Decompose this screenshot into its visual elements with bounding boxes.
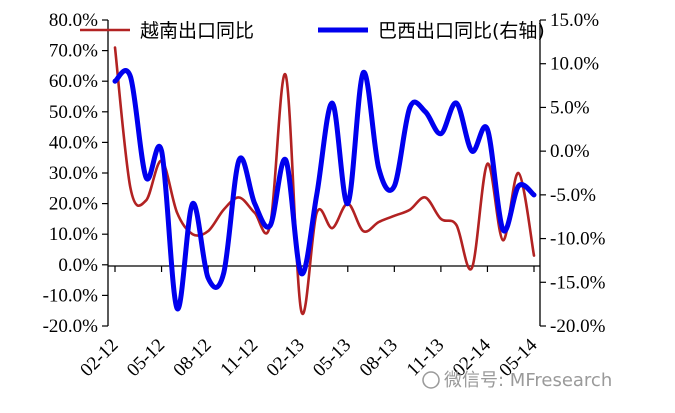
- legend-label: 越南出口同比: [140, 20, 254, 42]
- axes: [102, 19, 546, 327]
- left-axis-tick-label: 70.0%: [49, 41, 98, 62]
- tick-labels: 80.0% 70.0% 60.0% 50.0% 40.0% 30.0% 20.0% 10.0%…: [43, 10, 606, 381]
- left-axis-tick-label: 20.0%: [49, 194, 98, 215]
- legend-label: 巴西出口同比(右轴): [378, 20, 545, 42]
- left-axis-tick-label: 10.0%: [49, 224, 98, 245]
- right-axis-tick-label: 15.0%: [550, 10, 599, 31]
- right-axis-tick-label: 5.0%: [550, 97, 590, 118]
- x-axis-tick-label: 02-12: [76, 335, 122, 381]
- wechat-icon: [422, 371, 440, 389]
- watermark-text: 微信号: MFresearch: [444, 370, 612, 391]
- right-axis-tick-label: 10.0%: [550, 54, 599, 75]
- x-axis-tick-label: 08-12: [169, 335, 215, 381]
- left-axis-tick-label: 80.0%: [49, 10, 98, 31]
- right-axis-tick-label: -20.0%: [550, 316, 606, 337]
- legend: 越南出口同比 巴西出口同比(右轴): [80, 20, 545, 42]
- left-axis-tick-label: -10.0%: [43, 285, 99, 306]
- left-axis-tick-label: -20.0%: [43, 316, 99, 337]
- x-axis-tick-label: 08-13: [356, 335, 402, 381]
- right-axis-tick-label: 0.0%: [550, 141, 590, 162]
- brazil-export-yoy-line: [112, 68, 537, 312]
- x-axis-tick-label: 02-13: [263, 335, 309, 381]
- vietnam-export-yoy-line: [113, 46, 536, 316]
- x-axis-tick-label: 11-12: [217, 335, 263, 381]
- right-axis-tick-label: -15.0%: [550, 272, 606, 293]
- x-axis-tick-label: 05-12: [123, 335, 169, 381]
- left-axis-tick-label: 40.0%: [49, 132, 98, 153]
- left-axis-tick-label: 30.0%: [49, 163, 98, 184]
- left-axis-tick-label: 50.0%: [49, 102, 98, 123]
- right-axis-tick-label: -5.0%: [550, 185, 596, 206]
- x-axis-tick-label: 05-13: [309, 335, 355, 381]
- left-axis-tick-label: 0.0%: [58, 255, 98, 276]
- left-axis-tick-label: 60.0%: [49, 71, 98, 92]
- series-layer: [112, 46, 537, 316]
- watermark: 微信号: MFresearch: [422, 370, 612, 391]
- right-axis-tick-label: -10.0%: [550, 229, 606, 250]
